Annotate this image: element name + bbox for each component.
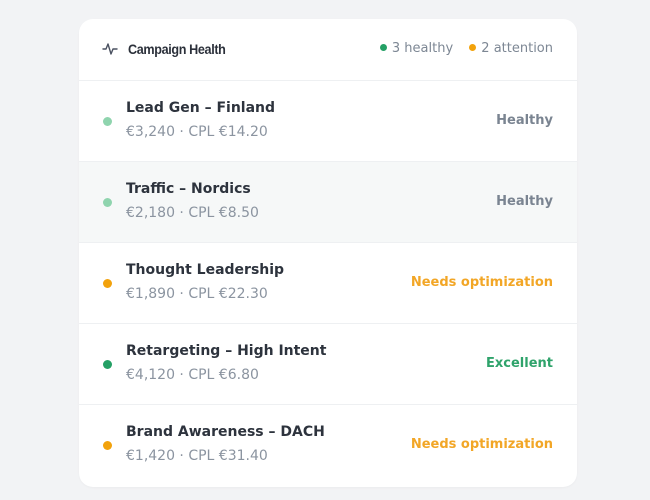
campaign-health-card: Campaign Health 3 healthy 2 attention Le… (79, 19, 577, 487)
dot (469, 44, 477, 51)
pulse-icon (102, 43, 118, 55)
campaign-detail: €3,240 · CPL €14.20 (126, 124, 268, 140)
campaign-row[interactable]: Thought Leadership €1,890 · CPL €22.30 N… (79, 243, 577, 324)
campaign-status: Healthy (496, 194, 553, 209)
campaign-name: Traffic – Nordics (126, 181, 251, 197)
campaign-detail: €1,420 · CPL €31.40 (126, 448, 268, 464)
status-dot (103, 198, 112, 207)
summary-attention: 2 attention (469, 41, 553, 56)
summary: 3 healthy 2 attention (368, 39, 553, 59)
card-title: Campaign Health (128, 41, 226, 57)
campaign-detail: €1,890 · CPL €22.30 (126, 286, 268, 302)
campaign-status: Healthy (496, 113, 553, 128)
summary-text: 3 healthy (391, 41, 454, 56)
campaign-row[interactable]: Retargeting – High Intent €4,120 · CPL €… (79, 324, 577, 405)
campaign-name: Retargeting – High Intent (126, 343, 327, 359)
campaign-status: Excellent (486, 356, 553, 371)
campaign-name: Brand Awareness – DACH (126, 424, 325, 440)
status-dot (103, 360, 112, 369)
status-dot (103, 279, 112, 288)
campaign-name: Thought Leadership (126, 262, 285, 278)
campaign-detail: €2,180 · CPL €8.50 (126, 205, 259, 221)
campaign-row[interactable]: Lead Gen – Finland €3,240 · CPL €14.20 H… (79, 81, 577, 162)
campaign-status: Needs optimization (410, 437, 553, 452)
status-dot (103, 117, 112, 126)
campaign-status: Needs optimization (410, 275, 553, 290)
dot (379, 44, 387, 51)
summary-text: 2 attention (481, 41, 553, 56)
campaign-name: Lead Gen – Finland (126, 100, 276, 116)
summary-healthy: 3 healthy (379, 41, 454, 56)
status-dot (103, 441, 112, 450)
campaign-row[interactable]: Brand Awareness – DACH €1,420 · CPL €31.… (79, 405, 577, 485)
card-header: Campaign Health 3 healthy 2 attention (79, 19, 577, 81)
campaign-detail: €4,120 · CPL €6.80 (126, 367, 259, 383)
campaign-row[interactable]: Traffic – Nordics €2,180 · CPL €8.50 Hea… (79, 162, 577, 243)
